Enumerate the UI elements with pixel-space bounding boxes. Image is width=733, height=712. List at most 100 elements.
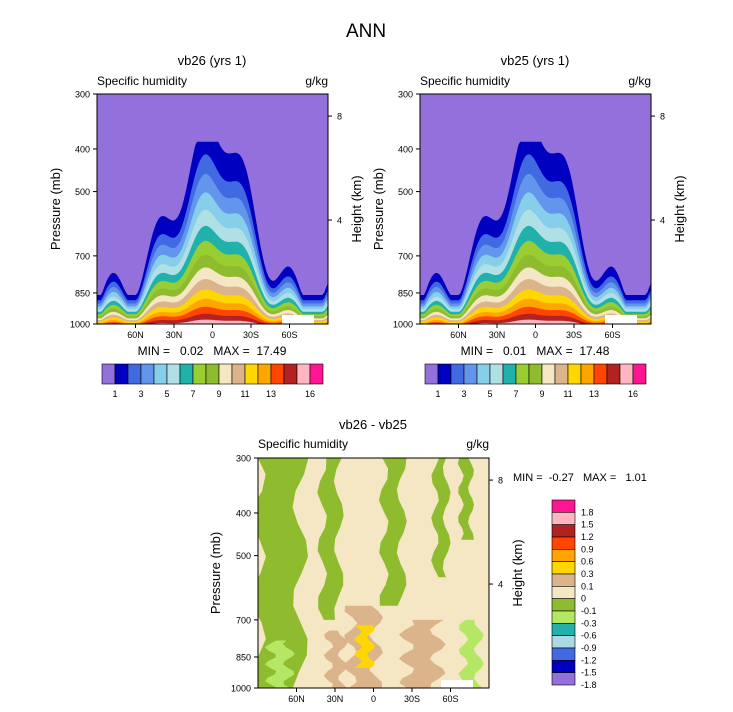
panel-title: vb25 (yrs 1) (501, 53, 570, 68)
colorbar-swatch (463, 363, 478, 385)
colorbar-label: 1 (112, 389, 117, 399)
colorbar-swatch (218, 363, 233, 385)
x-axis: 60N 30N 0 30S 60S (127, 324, 298, 340)
colorbar-swatch (580, 363, 595, 385)
colorbar-label: 0.1 (581, 581, 594, 591)
x-tick-label: 60N (288, 694, 305, 704)
colorbar-swatch (424, 363, 439, 385)
colorbar-swatch (205, 363, 220, 385)
min-max-stats: MIN = 0.01 MAX = 17.48 (461, 344, 610, 358)
colorbar-swatch (619, 363, 634, 385)
y-tick-label: 400 (75, 144, 90, 154)
min-max-stats: MIN = -0.27 MAX = 1.01 (513, 472, 647, 484)
colorbar-label: 11 (563, 389, 572, 399)
colorbar-swatch (551, 499, 576, 513)
y-tick-label: 1000 (70, 320, 90, 330)
colorbar-swatch (192, 363, 207, 385)
colorbar-label: 7 (513, 389, 518, 399)
colorbar-label: 16 (305, 389, 315, 399)
x-tick-label: 60N (450, 330, 467, 340)
x-tick-label: 60S (281, 330, 297, 340)
y2-tick-label: 8 (660, 112, 665, 122)
difference-band (398, 619, 446, 688)
colorbar-swatch (244, 363, 259, 385)
contour-bands (97, 141, 328, 324)
y-tick-label: 300 (75, 90, 90, 100)
colorbar-label: 13 (266, 389, 276, 399)
y-axis: 300 400 500 700 850 1000 (70, 90, 97, 330)
y-tick-label: 300 (398, 90, 413, 100)
colorbar-swatch (257, 363, 272, 385)
colorbar-swatch (296, 363, 311, 385)
x-tick-label: 30N (327, 694, 344, 704)
x-tick-label: 0 (210, 330, 215, 340)
colorbar-swatch (551, 610, 576, 624)
colorbar-swatch (114, 363, 129, 385)
colorbar-swatch (551, 647, 576, 661)
colorbar-swatch (551, 598, 576, 612)
colorbar-label: 5 (164, 389, 169, 399)
y2-tick-label: 4 (337, 216, 342, 226)
difference-band (458, 619, 484, 688)
y-tick-label: 1000 (393, 320, 413, 330)
colorbar-swatch (551, 536, 576, 550)
contour-band-14 (420, 313, 651, 324)
colorbar-swatch (437, 363, 452, 385)
figure-title: ANN (346, 21, 386, 42)
y-tick-label: 500 (398, 187, 413, 197)
x-tick-label: 30S (566, 330, 582, 340)
colorbar-label: 1 (435, 389, 440, 399)
colorbar-label: -0.6 (581, 631, 597, 641)
colorbar-swatch (179, 363, 194, 385)
colorbar-label: -1.8 (581, 680, 597, 690)
y2-tick-label: 8 (337, 112, 342, 122)
colorbar-label: 0 (581, 594, 586, 604)
difference-band (264, 640, 295, 688)
x-tick-label: 30S (243, 330, 259, 340)
x-tick-label: 60S (442, 694, 458, 704)
colorbar-swatch (270, 363, 285, 385)
y-tick-label: 700 (398, 251, 413, 261)
y-tick-label: 700 (236, 615, 251, 625)
colorbar-swatch (166, 363, 181, 385)
y2-axis-label: Height (km) (510, 539, 525, 606)
panel-left-label: Specific humidity (258, 437, 348, 451)
y-tick-label: 850 (398, 288, 413, 298)
difference-band (431, 458, 451, 578)
x-axis: 60N 30N 0 30S 60S (288, 688, 459, 704)
colorbar-swatch (450, 363, 465, 385)
colorbar-swatch (101, 363, 116, 385)
colorbar-label: -1.2 (581, 655, 597, 665)
panel-right-label: g/kg (305, 74, 328, 88)
y2-tick-label: 4 (660, 216, 665, 226)
y2-axis: 84 (489, 476, 503, 590)
panel-left-label: Specific humidity (97, 74, 187, 88)
colorbar-label: 5 (487, 389, 492, 399)
colorbar-swatch (551, 660, 576, 673)
missing-data-patch (441, 680, 473, 688)
y-tick-label: 400 (236, 508, 251, 518)
colorbar-swatch (489, 363, 504, 385)
y-axis-label: Pressure (mb) (48, 168, 63, 250)
colorbar-swatch (541, 363, 556, 385)
x-tick-label: 0 (533, 330, 538, 340)
y2-tick-label: 8 (498, 476, 503, 486)
panel-title: vb26 - vb25 (339, 417, 407, 432)
y-tick-label: 1000 (231, 684, 251, 694)
x-tick-label: 30S (404, 694, 420, 704)
contour-band-16 (97, 319, 328, 324)
colorbar-swatch (554, 363, 569, 385)
difference-band (354, 625, 375, 668)
colorbar-swatch (593, 363, 608, 385)
difference-band (323, 630, 348, 688)
y2-axis: 84 (328, 112, 342, 226)
colorbar-label: 16 (628, 389, 638, 399)
colorbar-swatch (551, 512, 576, 525)
colorbar-label: 11 (240, 389, 249, 399)
y-tick-label: 300 (236, 454, 251, 464)
colorbar-swatch (231, 363, 246, 385)
colorbar-label: 0.9 (581, 544, 594, 554)
colorbar-swatch (551, 635, 576, 649)
colorbar-label: 9 (216, 389, 221, 399)
y-axis: 300 400 500 700 850 1000 (231, 454, 258, 694)
